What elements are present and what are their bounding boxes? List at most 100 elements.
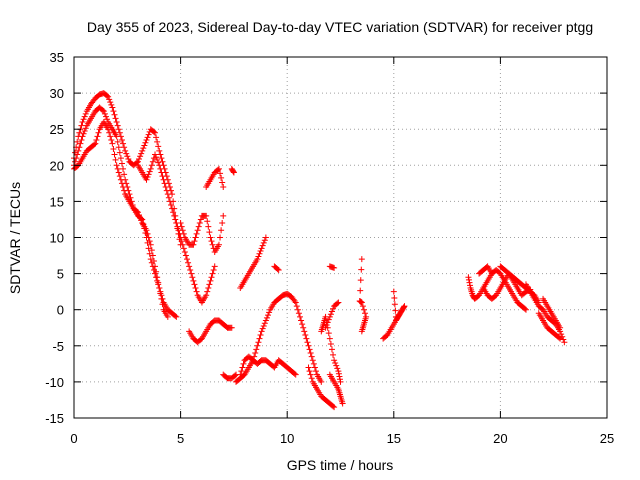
data-point	[118, 160, 125, 167]
data-point	[153, 268, 160, 275]
data-point	[325, 316, 332, 323]
data-point	[357, 277, 364, 284]
data-point	[253, 346, 260, 353]
y-tick-label: 25	[50, 122, 64, 137]
data-point	[153, 154, 160, 161]
sat-track-21	[390, 288, 399, 320]
data-point	[306, 368, 313, 375]
data-point	[558, 331, 565, 338]
data-point	[330, 403, 337, 410]
data-point	[324, 319, 331, 326]
data-point	[192, 234, 199, 241]
data-point	[78, 122, 85, 129]
data-point	[299, 321, 306, 328]
data-point	[266, 309, 273, 316]
data-point	[190, 277, 197, 284]
data-point	[172, 216, 179, 223]
data-point	[391, 294, 398, 301]
data-point	[144, 134, 151, 141]
data-point	[78, 137, 85, 144]
data-point	[145, 245, 152, 252]
sat-track-11	[237, 353, 299, 378]
data-point	[146, 168, 153, 175]
data-point	[138, 217, 145, 224]
data-point	[155, 143, 162, 150]
data-point	[152, 263, 159, 270]
data-point	[292, 371, 299, 378]
data-point	[155, 159, 162, 166]
data-point	[80, 130, 87, 137]
x-tick-label: 20	[493, 431, 507, 446]
data-point	[74, 138, 81, 145]
data-point	[106, 129, 113, 136]
data-point	[332, 359, 339, 366]
x-tick-label: 25	[600, 431, 614, 446]
data-point	[258, 245, 265, 252]
data-point	[155, 279, 162, 286]
data-point	[305, 342, 312, 349]
data-point	[209, 241, 216, 248]
data-point	[148, 162, 155, 169]
data-point	[112, 115, 119, 122]
sat-track-6	[203, 165, 227, 190]
data-point	[133, 208, 140, 215]
data-point	[113, 162, 120, 169]
data-point	[339, 400, 346, 407]
data-point	[466, 279, 473, 286]
data-point	[258, 328, 265, 335]
data-point	[136, 155, 143, 162]
x-tick-label: 15	[387, 431, 401, 446]
data-point	[401, 303, 408, 310]
data-point	[93, 137, 100, 144]
data-point	[217, 170, 224, 177]
data-point	[330, 305, 337, 312]
data-point	[104, 116, 111, 123]
data-point	[104, 92, 111, 99]
data-point	[328, 346, 335, 353]
data-point	[99, 107, 106, 114]
data-point	[203, 212, 210, 219]
data-point	[205, 223, 212, 230]
data-point	[172, 313, 179, 320]
data-point	[205, 285, 212, 292]
data-point	[143, 176, 150, 183]
data-point	[144, 174, 151, 181]
data-point	[120, 183, 127, 190]
y-tick-label: 0	[57, 303, 64, 318]
data-point	[123, 150, 130, 157]
data-point	[157, 151, 164, 158]
data-point	[326, 335, 333, 342]
data-point	[120, 165, 127, 172]
data-point	[108, 137, 115, 144]
data-point	[107, 133, 114, 140]
data-point	[465, 276, 472, 283]
data-point	[158, 169, 165, 176]
data-point	[116, 149, 123, 156]
y-tick-label: 35	[50, 50, 64, 65]
data-point	[185, 259, 192, 266]
data-point	[295, 310, 302, 317]
y-tick-label: -5	[52, 339, 64, 354]
data-point	[156, 147, 163, 154]
data-point	[230, 169, 237, 176]
data-point	[144, 230, 151, 237]
sat-track-12	[233, 290, 325, 385]
data-point	[76, 144, 83, 151]
sat-track-27	[540, 295, 564, 331]
data-point	[318, 378, 325, 385]
data-point	[252, 350, 259, 357]
sat-track-5	[177, 212, 227, 255]
data-point	[331, 357, 338, 364]
data-point	[257, 248, 264, 255]
data-point	[111, 151, 118, 158]
data-point	[164, 191, 171, 198]
data-point	[145, 234, 152, 241]
data-point	[230, 168, 237, 175]
data-point	[114, 138, 121, 145]
data-point	[147, 256, 154, 263]
data-point	[136, 211, 143, 218]
data-point	[261, 320, 268, 327]
data-point	[327, 311, 334, 318]
data-point	[109, 104, 116, 111]
data-point	[114, 122, 121, 129]
